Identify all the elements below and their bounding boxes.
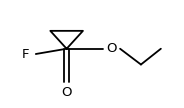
Text: O: O	[61, 86, 72, 99]
Text: F: F	[22, 48, 29, 60]
Text: O: O	[107, 42, 117, 55]
